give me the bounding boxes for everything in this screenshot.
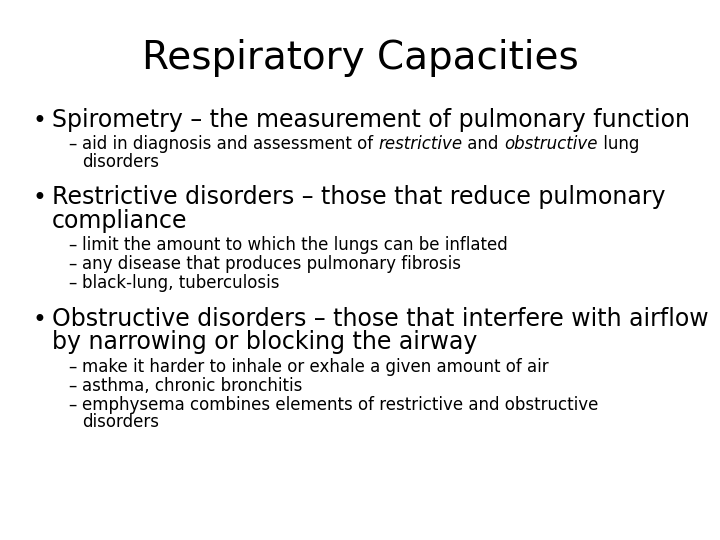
Text: •: • (32, 186, 46, 210)
Text: disorders: disorders (82, 153, 159, 171)
Text: limit the amount to which the lungs can be inflated: limit the amount to which the lungs can … (82, 236, 508, 254)
Text: –: – (68, 376, 76, 395)
Text: –: – (68, 357, 76, 375)
Text: compliance: compliance (52, 208, 187, 233)
Text: restrictive: restrictive (379, 135, 462, 153)
Text: •: • (32, 308, 46, 332)
Text: by narrowing or blocking the airway: by narrowing or blocking the airway (52, 330, 477, 354)
Text: asthma, chronic bronchitis: asthma, chronic bronchitis (82, 376, 302, 395)
Text: black-lung, tuberculosis: black-lung, tuberculosis (82, 274, 279, 292)
Text: any disease that produces pulmonary fibrosis: any disease that produces pulmonary fibr… (82, 255, 461, 273)
Text: –: – (68, 274, 76, 292)
Text: Respiratory Capacities: Respiratory Capacities (142, 39, 578, 77)
Text: make it harder to inhale or exhale a given amount of air: make it harder to inhale or exhale a giv… (82, 357, 549, 375)
Text: Spirometry – the measurement of pulmonary function: Spirometry – the measurement of pulmonar… (52, 108, 690, 132)
Text: •: • (32, 109, 46, 133)
Text: aid in diagnosis and assessment of: aid in diagnosis and assessment of (82, 135, 379, 153)
Text: Obstructive disorders – those that interfere with airflow: Obstructive disorders – those that inter… (52, 307, 708, 331)
Text: –: – (68, 396, 76, 414)
Text: lung: lung (598, 135, 639, 153)
Text: –: – (68, 135, 76, 153)
Text: and: and (462, 135, 504, 153)
Text: –: – (68, 255, 76, 273)
Text: emphysema combines elements of restrictive and obstructive: emphysema combines elements of restricti… (82, 396, 598, 414)
Text: obstructive: obstructive (504, 135, 598, 153)
Text: Restrictive disorders – those that reduce pulmonary: Restrictive disorders – those that reduc… (52, 185, 665, 210)
Text: –: – (68, 236, 76, 254)
Text: disorders: disorders (82, 413, 159, 431)
